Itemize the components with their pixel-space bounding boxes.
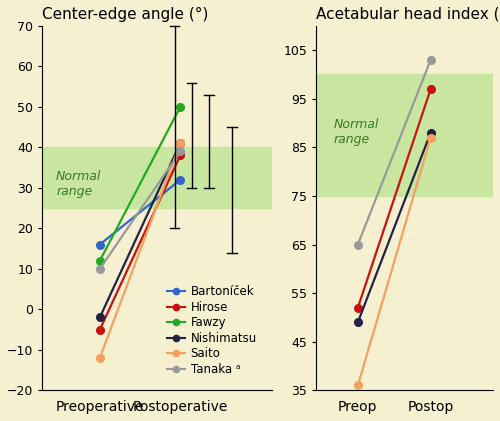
Text: Normal
range: Normal range xyxy=(334,117,380,146)
Bar xyxy=(42,147,272,208)
Text: Center-edge angle (°): Center-edge angle (°) xyxy=(42,7,208,22)
Bar xyxy=(316,75,493,196)
Legend: Bartoníček, Hirose, Fawzy, Nishimatsu, Saito, Tanaka ᵃ: Bartoníček, Hirose, Fawzy, Nishimatsu, S… xyxy=(162,280,262,381)
Text: Normal
range: Normal range xyxy=(56,171,102,198)
Text: Acetabular head index (%): Acetabular head index (%) xyxy=(316,7,500,22)
